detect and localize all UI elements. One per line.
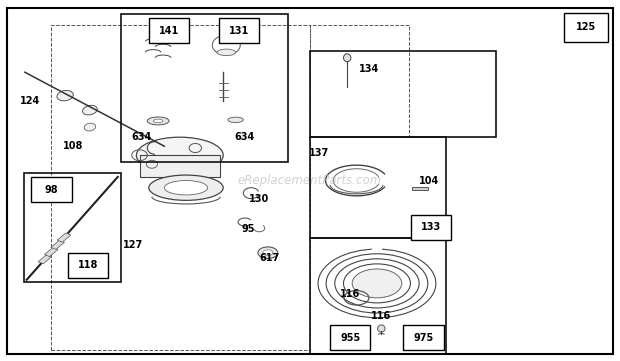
Bar bbox=[410, 215, 451, 240]
Bar bbox=[45, 247, 58, 257]
Bar bbox=[404, 325, 444, 350]
Ellipse shape bbox=[136, 137, 223, 173]
Bar bbox=[140, 155, 220, 177]
Text: 975: 975 bbox=[414, 332, 433, 343]
Bar bbox=[51, 25, 310, 350]
Bar bbox=[412, 187, 428, 190]
Bar bbox=[310, 137, 446, 238]
Text: eReplacementParts.com: eReplacementParts.com bbox=[238, 174, 382, 187]
Bar bbox=[564, 13, 608, 42]
Text: 134: 134 bbox=[359, 64, 379, 74]
Text: 955: 955 bbox=[340, 332, 360, 343]
Ellipse shape bbox=[57, 91, 73, 101]
Circle shape bbox=[263, 250, 273, 256]
Text: 124: 124 bbox=[20, 96, 40, 106]
Bar bbox=[149, 18, 190, 43]
Ellipse shape bbox=[153, 119, 162, 123]
Bar bbox=[24, 173, 121, 282]
Bar bbox=[330, 325, 370, 350]
Bar bbox=[51, 240, 64, 249]
Bar bbox=[57, 233, 71, 242]
Text: 95: 95 bbox=[241, 224, 255, 234]
Circle shape bbox=[352, 269, 402, 298]
Text: 634: 634 bbox=[235, 132, 255, 142]
Text: 130: 130 bbox=[249, 193, 269, 204]
Text: 617: 617 bbox=[260, 253, 280, 263]
Text: 118: 118 bbox=[78, 260, 98, 270]
Text: 116: 116 bbox=[340, 289, 360, 299]
Text: 125: 125 bbox=[576, 22, 596, 32]
Ellipse shape bbox=[378, 325, 385, 332]
Text: 133: 133 bbox=[421, 222, 441, 232]
Text: 104: 104 bbox=[419, 175, 439, 186]
Bar bbox=[219, 18, 259, 43]
Text: 98: 98 bbox=[45, 184, 58, 195]
Bar bbox=[310, 51, 496, 137]
Ellipse shape bbox=[217, 49, 236, 56]
Ellipse shape bbox=[149, 175, 223, 200]
Bar bbox=[310, 238, 446, 354]
Text: 131: 131 bbox=[229, 26, 249, 36]
Ellipse shape bbox=[82, 105, 97, 115]
Ellipse shape bbox=[84, 123, 95, 131]
Bar bbox=[38, 255, 51, 264]
Ellipse shape bbox=[146, 160, 157, 168]
Ellipse shape bbox=[228, 117, 243, 122]
Ellipse shape bbox=[164, 180, 208, 195]
Ellipse shape bbox=[343, 54, 351, 62]
Circle shape bbox=[258, 247, 278, 258]
Text: 108: 108 bbox=[63, 141, 83, 151]
Text: 137: 137 bbox=[309, 148, 329, 158]
Ellipse shape bbox=[148, 117, 169, 125]
Text: 634: 634 bbox=[131, 132, 151, 142]
Text: 127: 127 bbox=[123, 240, 143, 251]
Bar bbox=[310, 25, 409, 137]
Text: 116: 116 bbox=[371, 311, 391, 321]
Bar bbox=[121, 14, 288, 162]
Bar bbox=[68, 253, 108, 278]
Text: 141: 141 bbox=[159, 26, 179, 36]
Bar bbox=[31, 177, 72, 202]
